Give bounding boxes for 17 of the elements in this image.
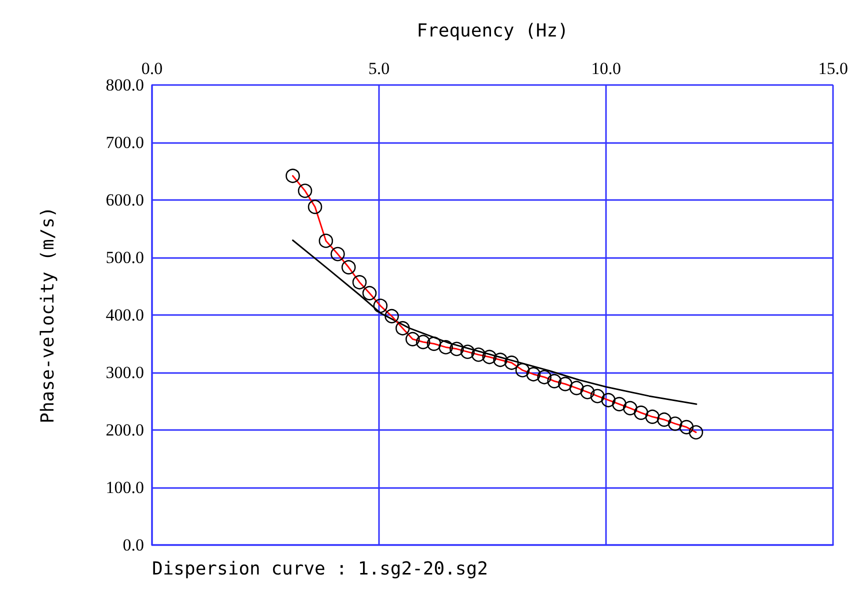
line-series (292, 240, 698, 405)
x-tick-label: 10.0 (591, 59, 621, 78)
y-tick-label: 0.0 (122, 536, 144, 554)
text: Dispersion curve : 1.sg2-20.sg2 (152, 558, 488, 580)
y-tick-label: 800.0 (106, 76, 144, 94)
y-tick-label: 700.0 (106, 133, 144, 152)
y-tick-label: 100.0 (106, 478, 144, 497)
y-tick-label: 400.0 (106, 306, 144, 324)
x-axis-title: Frequency (Hz) (416, 20, 568, 42)
y-tick-label: 600.0 (106, 190, 144, 210)
x-tick-label: 5.0 (368, 59, 390, 78)
x-tick-label: 0.0 (141, 59, 163, 78)
y-axis-title: Phase-velocity (m/s) (38, 206, 58, 424)
y-tick-label: 300.0 (106, 363, 144, 382)
y-tick-label: 200.0 (106, 420, 144, 440)
x-tick-label: 15.0 (818, 59, 848, 78)
y-tick-label: 500.0 (106, 248, 144, 267)
